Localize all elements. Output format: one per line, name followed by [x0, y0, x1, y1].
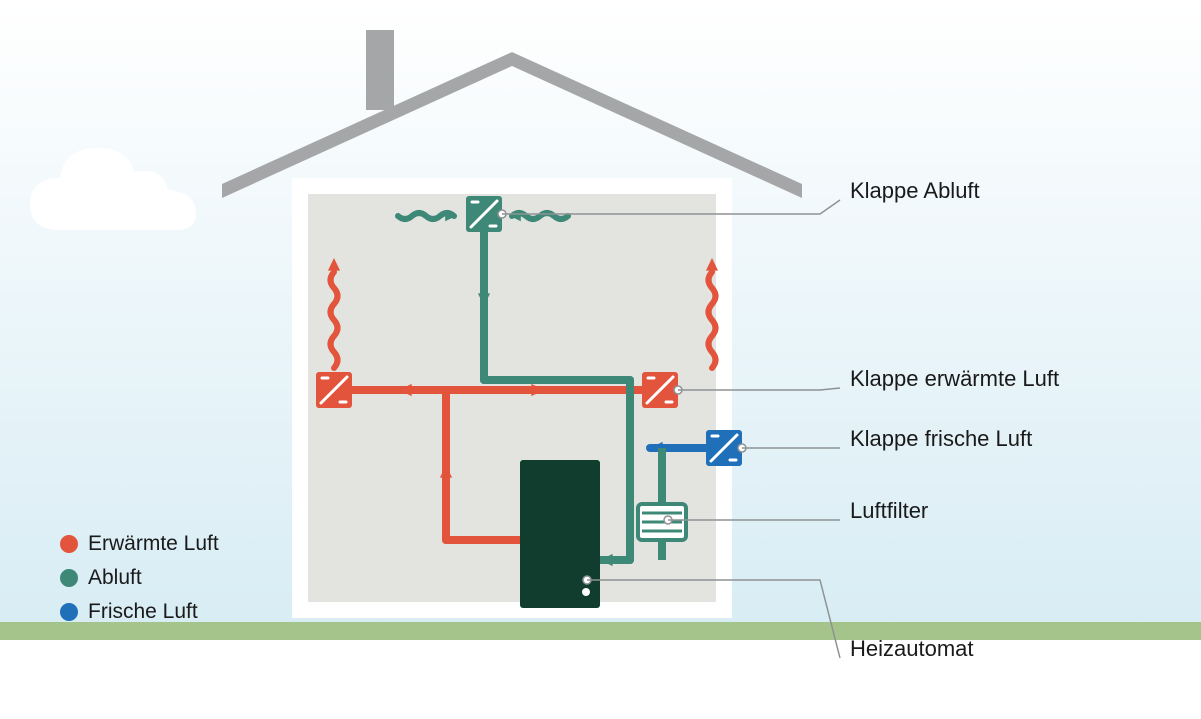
legend-exhaust: Abluft [60, 566, 142, 590]
legend-fresh: Frische Luft [60, 600, 198, 624]
callout-heater: Heizautomat [850, 636, 974, 662]
legend-label-fresh: Frische Luft [88, 600, 198, 624]
callout-warm-damper: Klappe erwärmte Luft [850, 366, 1059, 392]
legend-dot-warm [60, 535, 78, 553]
callout-fresh-damper: Klappe frische Luft [850, 426, 1032, 452]
diagram-stage: Erwärmte Luft Abluft Frische Luft Klappe… [0, 0, 1201, 719]
legend-dot-exhaust [60, 569, 78, 587]
callout-abluft-damper: Klappe Abluft [850, 178, 980, 204]
legend-label-exhaust: Abluft [88, 566, 142, 590]
callout-filter: Luftfilter [850, 498, 928, 524]
legend-warm: Erwärmte Luft [60, 532, 219, 556]
legend-dot-fresh [60, 603, 78, 621]
legend-label-warm: Erwärmte Luft [88, 532, 219, 556]
